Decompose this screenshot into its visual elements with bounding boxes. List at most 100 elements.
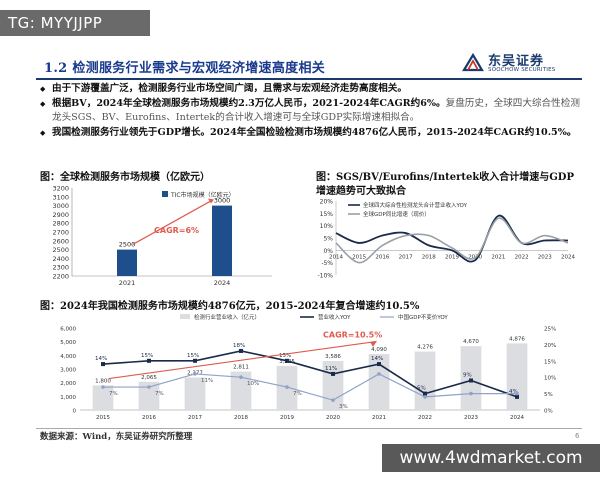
chart1-xtick: 2021 [119,279,136,287]
chart2-heading-2: 增速趋势可大致拟合 [316,186,406,197]
chart3-y2tick: 0% [544,409,553,415]
chart1-bar [212,205,232,276]
chart3-value-label: 4,276 [417,345,433,351]
chart3-point-gdp-yoy [101,385,105,389]
chart3-y2tick: 25% [544,327,556,333]
chart3-point-revenue-yoy [331,371,335,376]
chart3-legend-label-3: 中国GDP不变价YOY [398,313,448,321]
chart3-legend-swatch-1 [180,314,190,319]
chart2-xtick: 2019 [445,254,459,260]
chart3-point-revenue-yoy [469,378,473,383]
chart3-legend-label-1: 检测行业营业收入（亿元） [194,313,260,321]
chart3-xtick: 2023 [464,415,478,421]
chart2-ytick: 10% [320,223,334,230]
chart2-legend-label-1: 全球四大综合性检测龙头合计营业收入YOY [363,201,468,209]
chart3-series-gdp-yoy [103,373,517,401]
chart3-point-gdp-yoy [239,375,243,379]
chart1-legend-label: TIC市场规模（亿欧元） [170,191,235,199]
chart3-point-revenue-yoy [193,358,197,363]
chart3-series-revenue-yoy [102,350,518,398]
footer-divider [36,428,582,429]
bullet-2-bold: 根据BV，2024年全球检测服务市场规模约2.3万亿人民币，2021-2024年… [52,97,446,109]
bullet-2-rest: 复盘历史，全球四大综合性检测龙头SGS、BV、Eurofins、Intertek… [52,97,580,124]
chart2-svg: 20% 15% 10% 5% 0% -5% -10% 2014 2015 2016 2017 2018… [317,199,575,280]
logo-cn: 东吴证券 [488,54,545,69]
chart2-series-top4 [335,214,569,263]
chart2-series-gdp [335,217,569,264]
chart1-svg: 3200310030002900280027002600250024002300… [52,185,272,287]
chart3-point-revenue-yoy [423,391,427,396]
chart1-cagr-arrowhead [208,198,214,204]
chart1-ytick: 3000 [52,202,69,210]
chart1-ytick: 2700 [52,229,69,237]
company-logo: 东吴证券 SOOCHOW SECURITIES [462,50,582,78]
chart3-point-revenue-yoy [377,362,381,367]
chart3-y2tick: 10% [544,376,556,382]
chart2-xtick: 2024 [561,254,575,260]
chart3-xtick: 2024 [510,415,524,421]
chart2-ytick: 20% [320,199,334,206]
chart3-ytick: 4,000 [60,354,76,360]
chart3-bar [506,343,528,410]
chart2-xtick: 2021 [491,254,505,260]
chart3-y2tick: 20% [544,343,556,349]
chart3-label-revenue-yoy: 14% [95,356,107,362]
chart3-xtick: 2017 [188,415,202,421]
page-number: 6 [575,432,580,440]
chart1-ytick: 2500 [52,246,69,254]
chart3-point-revenue-yoy [239,348,243,353]
chart3-heading: 图：2024年我国检测服务市场规模约4876亿元，2015-2024年复合增速约… [40,301,420,312]
chart3-xtick: 2021 [372,415,386,421]
chart3-label-gdp-yoy: 10% [247,381,259,387]
bullet-1-text: 由于下游覆盖广泛，检测服务行业市场空间广阔，且需求与宏观经济走势高度相关。 [52,83,407,94]
chart3-xtick: 2019 [280,415,294,421]
chart3-xtick: 2016 [142,415,156,421]
chart1-ytick: 3200 [52,185,69,193]
chart3-ytick: 3,000 [60,368,76,374]
chart2-xtick: 2014 [329,254,343,260]
chart3-point-revenue-yoy [147,358,151,363]
chart3-label-revenue-yoy: 14% [371,356,383,362]
chart3-cagr-arrowhead [370,340,377,347]
chart3-label-revenue-yoy: 15% [141,353,153,359]
chart3-ytick: 6,000 [60,327,76,333]
chart3-point-gdp-yoy [377,372,381,376]
chart1-cagr-label: CAGR=6% [154,226,199,235]
chart1-heading: 图：全球检测服务市场规模（亿欧元） [40,172,210,183]
chart3-svg: 6,000 5,000 4,000 3,000 2,000 1,000 0 25% 20% 15%… [60,313,556,421]
chart3-bar [414,351,436,410]
chart3-value-label: 4,876 [509,336,525,342]
bullet-1: 由于下游覆盖广泛，检测服务行业市场空间广阔，且需求与宏观经济走势高度相关。 [40,82,580,97]
chart2-xtick: 2022 [515,254,529,260]
chart1-xtick: 2024 [214,279,231,287]
chart3-value-label: 1,800 [95,378,111,384]
chart3-y2tick: 5% [544,392,553,398]
chart3-point-revenue-yoy [515,394,519,399]
chart2-xtick: 2018 [422,254,436,260]
chart2-heading-1: 图：SGS/BV/Eurofins/Intertek收入合计增速与GDP [316,172,574,183]
chart2-ytick: 0% [323,248,333,255]
chart2-xtick: 2015 [352,254,366,260]
chart3-point-gdp-yoy [147,385,151,389]
chart3-bar [138,381,160,410]
chart3-xtick: 2015 [96,415,110,421]
chart3-ytick: 0 [73,409,77,415]
chart3-value-label: 2,811 [233,365,249,371]
chart3-ytick: 1,000 [60,395,76,401]
chart3-point-gdp-yoy [285,385,289,389]
chart3-point-gdp-yoy [515,391,519,396]
chart3-ytick: 2,000 [60,381,76,387]
chart3-value-label: 4,090 [371,347,387,353]
chart2-ytick: -5% [321,260,333,267]
chart1-ytick: 2400 [52,255,69,263]
chart3-xtick: 2020 [326,415,340,421]
chart1-ytick: 2200 [52,273,69,281]
chart3-label-gdp-yoy: 7% [293,391,302,397]
tg-tag: TG: MYYJJPP [0,10,150,36]
chart3-label-gdp-yoy: 7% [155,391,164,397]
chart1-cagr-arrow [132,199,213,245]
chart3-label-revenue-yoy: 4% [509,389,518,395]
chart3-label-gdp-yoy: 7% [109,391,118,397]
chart3-label-revenue-yoy: 11% [325,366,337,372]
chart3-bar [184,377,206,410]
